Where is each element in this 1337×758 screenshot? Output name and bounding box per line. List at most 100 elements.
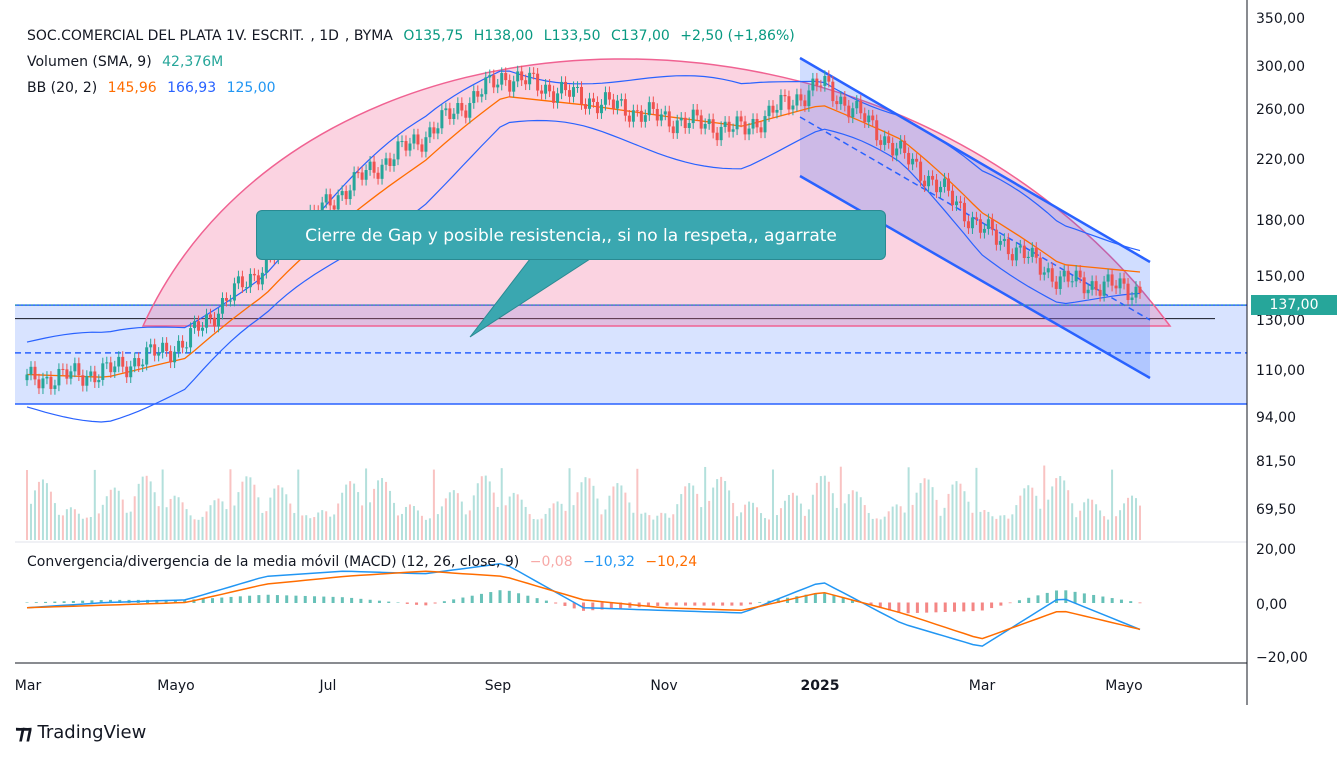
- volume-bar: [1067, 490, 1070, 540]
- exchange: BYMA: [353, 28, 393, 44]
- macd-hist-bar: [600, 602, 604, 610]
- volume-bar: [69, 507, 72, 540]
- macd-hist-bar: [1073, 591, 1077, 603]
- volume-bar: [57, 514, 60, 540]
- volume-bar: [967, 501, 970, 540]
- candle-body: [631, 110, 635, 122]
- candle-body: [117, 356, 121, 367]
- candle-body: [552, 91, 556, 103]
- volume-bar: [875, 518, 878, 540]
- candle-body: [671, 126, 675, 134]
- candle-body: [615, 100, 619, 109]
- volume-bar: [109, 489, 112, 540]
- volume-bar: [548, 508, 551, 540]
- candle-body: [77, 363, 81, 376]
- candle-body: [432, 127, 436, 134]
- volume-bar: [245, 476, 248, 540]
- candle-body: [244, 287, 248, 289]
- macd-hist-bar: [1138, 602, 1142, 604]
- volume-bar: [65, 509, 68, 540]
- candle-body: [887, 136, 891, 144]
- candle-body: [161, 342, 165, 353]
- candle-body: [795, 94, 799, 106]
- candle-body: [564, 81, 568, 91]
- candle-body: [819, 85, 823, 87]
- candle-body: [643, 115, 647, 122]
- volume-bar: [684, 486, 687, 540]
- candle-body: [73, 363, 77, 372]
- candle-body: [37, 379, 41, 389]
- annotation-callout[interactable]: Cierre de Gap y posible resistencia,, si…: [256, 210, 886, 260]
- volume-bar: [349, 481, 352, 540]
- candle-body: [927, 175, 931, 187]
- volume-bar: [1135, 498, 1138, 540]
- volume-bar: [341, 492, 344, 540]
- volume-bar: [321, 510, 324, 540]
- tradingview-logo[interactable]: ⁊⁊ TradingView: [15, 720, 146, 744]
- volume-bar: [1079, 510, 1082, 540]
- axes: 350,00 300,00 260,00 220,00 180,00 150,00 130,…: [15, 0, 1308, 705]
- volume-bar: [1115, 516, 1118, 540]
- candle-body: [847, 105, 851, 118]
- price-tick-label: 94,00: [1256, 410, 1296, 426]
- volume-bar: [887, 511, 890, 540]
- volume-bar: [991, 516, 994, 540]
- volume-bar: [61, 515, 64, 540]
- volume-label: Volumen (SMA, 9): [27, 54, 152, 70]
- macd-hist-bar: [702, 602, 706, 606]
- macd-hist-bar: [507, 590, 511, 603]
- candle-body: [1062, 270, 1066, 277]
- candle-body: [767, 105, 771, 117]
- macd-hist-bar: [452, 599, 456, 603]
- volume-bar: [241, 481, 244, 540]
- volume-bar: [472, 495, 475, 540]
- price-tick-label: 260,00: [1256, 102, 1305, 118]
- candle-body: [998, 241, 1002, 245]
- macd-hist-bar: [823, 592, 827, 603]
- volume-bar: [947, 493, 950, 540]
- volume-bar: [389, 490, 392, 540]
- volume-bar: [81, 518, 84, 540]
- volume-bar: [608, 495, 611, 540]
- open-value: O135,75: [403, 28, 464, 44]
- macd-hist-bar: [350, 597, 354, 603]
- macd-label: Convergencia/divergencia de la media móv…: [27, 554, 520, 570]
- candle-body: [891, 143, 895, 156]
- bb-upper-value: 166,93: [167, 80, 217, 96]
- price-tick-label: 81,50: [1256, 454, 1296, 470]
- candle-body: [181, 340, 185, 348]
- macd-line: [26, 563, 1141, 647]
- candle-body: [81, 375, 85, 386]
- candle-body: [320, 202, 324, 216]
- macd-hist-bar: [693, 602, 697, 606]
- candle-body: [33, 366, 37, 380]
- volume-bar: [1051, 486, 1054, 540]
- macd-hist-bar: [173, 599, 177, 603]
- macd-hist-bar: [1101, 596, 1105, 603]
- volume-bar: [97, 513, 100, 540]
- macd-hist-bar: [387, 601, 391, 603]
- candle-body: [607, 92, 611, 100]
- volume-bar: [795, 495, 798, 540]
- candle-body: [863, 113, 867, 123]
- high-value: H138,00: [473, 28, 534, 44]
- candle-body: [49, 376, 53, 389]
- volume-bar: [899, 506, 902, 540]
- volume-bar: [1015, 505, 1018, 540]
- macd-hist-bar: [795, 596, 799, 603]
- candle-body: [1078, 270, 1082, 278]
- candle-body: [25, 374, 29, 381]
- volume-bar: [839, 466, 842, 540]
- volume-bar: [1019, 495, 1022, 540]
- candle-body: [791, 105, 795, 110]
- volume-bar: [189, 515, 192, 540]
- volume-bar: [1123, 503, 1126, 540]
- candle-body: [843, 96, 847, 106]
- candle-body: [667, 111, 671, 127]
- volume-bar: [488, 481, 491, 540]
- volume-bar: [612, 486, 615, 540]
- candle-body: [209, 314, 213, 318]
- volume-bars: [26, 465, 1141, 540]
- candle-body: [57, 368, 61, 386]
